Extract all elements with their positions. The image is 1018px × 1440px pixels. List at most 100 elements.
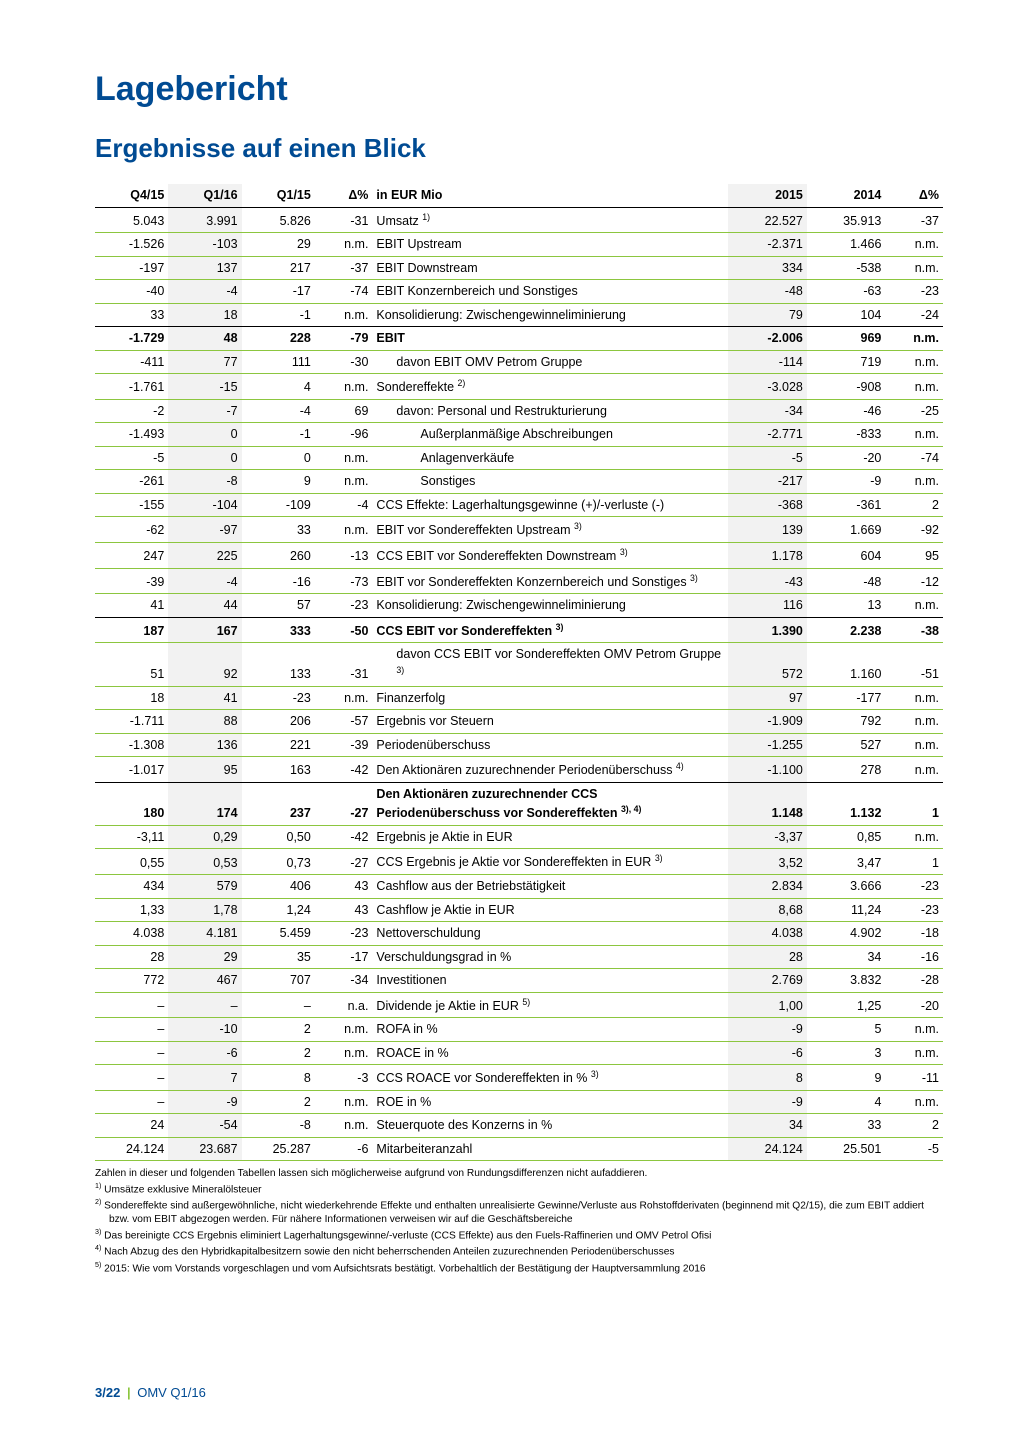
cell-value: -51 — [885, 643, 943, 686]
table-row: –––n.a.Dividende je Aktie in EUR 5)1,001… — [95, 992, 943, 1018]
cell-value: n.m. — [315, 374, 373, 400]
cell-value: n.m. — [315, 1114, 373, 1138]
table-header-row: Q4/15 Q1/16 Q1/15 Δ% in EUR Mio 2015 201… — [95, 184, 943, 207]
cell-value: -23 — [242, 686, 315, 710]
cell-value: 3 — [807, 1041, 886, 1065]
cell-value: 0 — [168, 423, 241, 447]
cell-value: n.a. — [315, 992, 373, 1018]
cell-value: – — [95, 1041, 168, 1065]
cell-value: -24 — [885, 303, 943, 327]
cell-value: 2.769 — [728, 969, 807, 993]
cell-label: Konsolidierung: Zwischengewinneliminieru… — [372, 303, 728, 327]
cell-value: n.m. — [315, 1018, 373, 1042]
cell-value: 48 — [168, 327, 241, 351]
cell-value: – — [95, 1065, 168, 1091]
cell-value: 0,73 — [242, 849, 315, 875]
table-row: –-102n.m.ROFA in %-95n.m. — [95, 1018, 943, 1042]
cell-value: -6 — [168, 1041, 241, 1065]
cell-value: 1.132 — [807, 782, 886, 825]
cell-value: 333 — [242, 617, 315, 643]
cell-value: -20 — [885, 992, 943, 1018]
page-number: 3/22 — [95, 1385, 120, 1400]
cell-value: 792 — [807, 710, 886, 734]
cell-value: n.m. — [315, 233, 373, 257]
cell-value: 3,47 — [807, 849, 886, 875]
cell-value: -9 — [728, 1090, 807, 1114]
table-row: 43457940643Cashflow aus der Betriebstäti… — [95, 875, 943, 899]
cell-value: – — [242, 992, 315, 1018]
cell-value: -23 — [885, 280, 943, 304]
cell-value: 29 — [168, 945, 241, 969]
cell-label: Cashflow je Aktie in EUR — [372, 898, 728, 922]
cell-value: -1.017 — [95, 757, 168, 783]
cell-value: 1,33 — [95, 898, 168, 922]
th-q4-15: Q4/15 — [95, 184, 168, 207]
cell-value: 29 — [242, 233, 315, 257]
table-row: -40-4-17-74EBIT Konzernbereich und Sonst… — [95, 280, 943, 304]
cell-value: -16 — [885, 945, 943, 969]
cell-value: -50 — [315, 617, 373, 643]
cell-value: -6 — [315, 1137, 373, 1161]
cell-value: 247 — [95, 542, 168, 568]
cell-value: 174 — [168, 782, 241, 825]
cell-value: -1 — [242, 303, 315, 327]
cell-value: -23 — [315, 922, 373, 946]
cell-value: -4 — [315, 493, 373, 517]
cell-value: 1.160 — [807, 643, 886, 686]
cell-value: n.m. — [885, 594, 943, 618]
table-row: -1.71188206-57Ergebnis vor Steuern-1.909… — [95, 710, 943, 734]
cell-value: n.m. — [885, 350, 943, 374]
table-row: 5.0433.9915.826-31Umsatz 1)22.52735.913-… — [95, 207, 943, 233]
cell-label: davon EBIT OMV Petrom Gruppe — [372, 350, 728, 374]
th-label: in EUR Mio — [372, 184, 728, 207]
th-2014: 2014 — [807, 184, 886, 207]
cell-value: 116 — [728, 594, 807, 618]
cell-value: 0,50 — [242, 825, 315, 849]
table-row: 282935-17Verschuldungsgrad in %2834-16 — [95, 945, 943, 969]
cell-value: -833 — [807, 423, 886, 447]
cell-value: 9 — [242, 470, 315, 494]
cell-value: -31 — [315, 207, 373, 233]
cell-value: 18 — [168, 303, 241, 327]
cell-value: -46 — [807, 399, 886, 423]
cell-value: 0,55 — [95, 849, 168, 875]
cell-value: -109 — [242, 493, 315, 517]
table-row: -155-104-109-4CCS Effekte: Lagerhaltungs… — [95, 493, 943, 517]
table-row: 24.12423.68725.287-6Mitarbeiteranzahl24.… — [95, 1137, 943, 1161]
cell-value: 719 — [807, 350, 886, 374]
table-row: -197137217-37EBIT Downstream334-538n.m. — [95, 256, 943, 280]
cell-value: 41 — [95, 594, 168, 618]
cell-value: 4.038 — [728, 922, 807, 946]
cell-value: -908 — [807, 374, 886, 400]
cell-value: -13 — [315, 542, 373, 568]
cell-value: -17 — [315, 945, 373, 969]
footnotes: Zahlen in dieser und folgenden Tabellen … — [95, 1167, 943, 1275]
cell-value: 180 — [95, 782, 168, 825]
cell-value: -27 — [315, 849, 373, 875]
cell-value: -74 — [315, 280, 373, 304]
cell-value: -155 — [95, 493, 168, 517]
footnote: 5) 2015: Wie vom Vorstands vorgeschlagen… — [95, 1261, 943, 1276]
cell-value: 0 — [242, 446, 315, 470]
cell-label: Nettoverschuldung — [372, 922, 728, 946]
table-row: -1.308136221-39Periodenüberschuss-1.2555… — [95, 733, 943, 757]
cell-value: n.m. — [315, 1090, 373, 1114]
cell-value: -62 — [95, 517, 168, 543]
cell-label: Investitionen — [372, 969, 728, 993]
cell-value: -23 — [315, 594, 373, 618]
cell-value: 187 — [95, 617, 168, 643]
cell-value: 34 — [807, 945, 886, 969]
cell-value: 111 — [242, 350, 315, 374]
cell-value: -39 — [95, 568, 168, 594]
cell-label: CCS ROACE vor Sondereffekten in % 3) — [372, 1065, 728, 1091]
cell-value: -9 — [168, 1090, 241, 1114]
table-row: 24-54-8n.m.Steuerquote des Konzerns in %… — [95, 1114, 943, 1138]
cell-value: -27 — [315, 782, 373, 825]
cell-label: CCS EBIT vor Sondereffekten Downstream 3… — [372, 542, 728, 568]
cell-value: -92 — [885, 517, 943, 543]
cell-value: 3,52 — [728, 849, 807, 875]
cell-value: 1.466 — [807, 233, 886, 257]
table-row: -261-89n.m.Sonstiges-217-9n.m. — [95, 470, 943, 494]
cell-value: -39 — [315, 733, 373, 757]
cell-value: 2 — [242, 1090, 315, 1114]
